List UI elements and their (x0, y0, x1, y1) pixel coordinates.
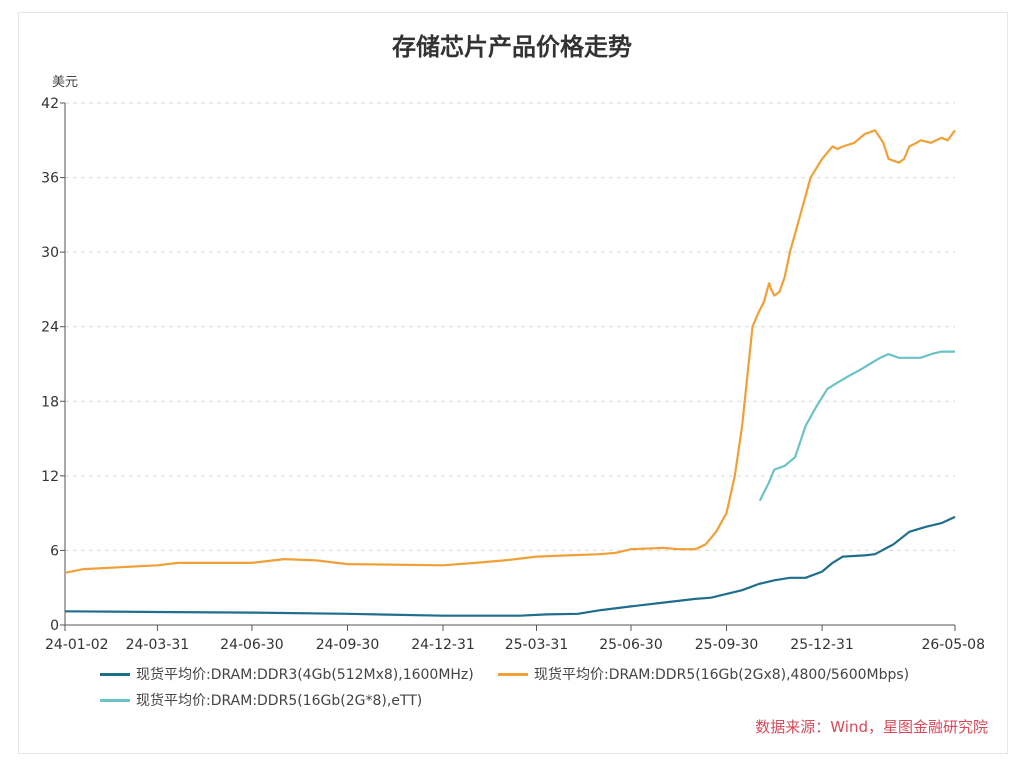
x-tick-label: 25-06-30 (599, 637, 663, 653)
x-tick-label: 26-05-08 (921, 637, 985, 653)
y-tick-label: 24 (41, 320, 59, 336)
legend-label-ddr5-2gx8: 现货平均价:DRAM:DDR5(16Gb(2Gx8),4800/5600Mbps… (534, 667, 910, 683)
x-tick-label: 25-03-31 (505, 637, 569, 653)
y-tick-label: 18 (41, 394, 59, 410)
legend-item-ddr5-2gx8: 现货平均价:DRAM:DDR5(16Gb(2Gx8),4800/5600Mbps… (498, 664, 909, 684)
series-line-ddr5-ett (758, 350, 955, 502)
y-tick-label: 6 (50, 543, 59, 559)
legend-item-ddr3: 现货平均价:DRAM:DDR3(4Gb(512Mx8),1600MHz) (100, 664, 474, 684)
y-tick-label: 12 (41, 469, 59, 485)
chart-title: 存储芯片产品价格走势 (392, 33, 632, 61)
x-axis-ticks: 24-01-02 24-03-31 24-06-30 24-09-30 24-12-31… (45, 624, 985, 653)
y-tick-label: 0 (50, 618, 59, 634)
legend-label-ddr5-ett: 现货平均价:DRAM:DDR5(16Gb(2G*8),eTT) (136, 693, 423, 709)
x-tick-label: 24-12-31 (411, 637, 475, 653)
data-source: 数据来源：Wind，星图金融研究院 (755, 718, 988, 736)
series-line-ddr5-2gx8 (64, 129, 956, 574)
legend-swatch-ddr5-2gx8 (498, 672, 528, 676)
series-lines (64, 129, 956, 617)
series-line-ddr3 (64, 515, 956, 617)
x-tick-label: 24-03-31 (126, 637, 190, 653)
x-tick-label: 24-09-30 (316, 637, 380, 653)
legend-swatch-ddr5-ett (100, 698, 130, 702)
x-tick-label: 25-09-30 (695, 637, 759, 653)
grid-lines (65, 102, 955, 551)
legend-swatch-ddr3 (100, 672, 130, 676)
legend-item-ddr5-ett: 现货平均价:DRAM:DDR5(16Gb(2G*8),eTT) (100, 690, 422, 710)
x-tick-label: 25-12-31 (790, 637, 854, 653)
y-axis-ticks: 0 6 12 18 24 30 36 42 (41, 96, 66, 634)
y-tick-label: 36 (41, 171, 59, 187)
x-tick-label: 24-06-30 (220, 637, 284, 653)
y-tick-label: 42 (41, 96, 59, 112)
y-tick-label: 30 (41, 245, 59, 261)
legend-label-ddr3: 现货平均价:DRAM:DDR3(4Gb(512Mx8),1600MHz) (136, 667, 474, 683)
y-axis-label: 美元 (52, 75, 78, 90)
x-tick-label: 24-01-02 (45, 637, 109, 653)
chart-frame (18, 12, 1008, 754)
